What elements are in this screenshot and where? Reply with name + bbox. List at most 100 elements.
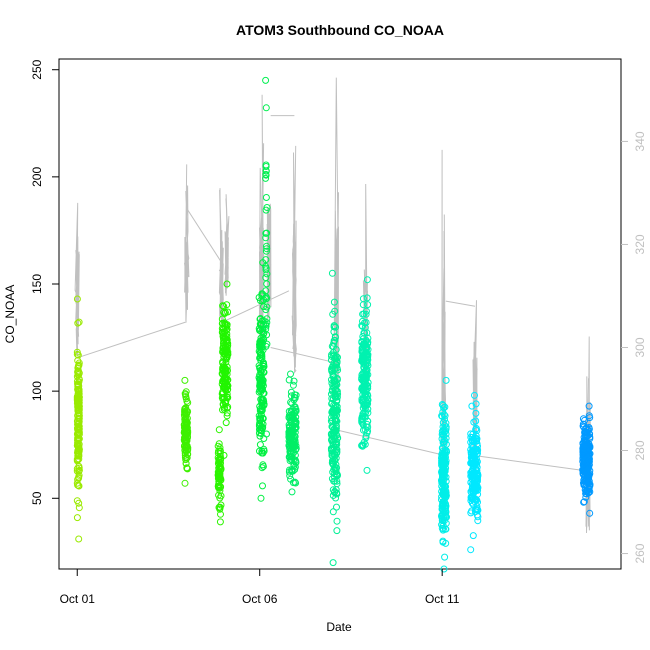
data-point	[220, 451, 228, 459]
data-point	[438, 505, 446, 513]
data-point	[75, 428, 82, 436]
data-point	[216, 447, 224, 455]
data-point	[75, 412, 83, 420]
data-point	[331, 450, 339, 458]
data-point	[441, 437, 449, 445]
data-point	[216, 475, 224, 483]
data-point	[362, 370, 370, 378]
point-cluster	[214, 426, 225, 526]
data-point	[75, 371, 83, 379]
data-point	[467, 546, 475, 554]
data-point	[74, 351, 82, 359]
data-point	[331, 307, 339, 315]
data-point	[585, 488, 593, 496]
data-point	[330, 298, 338, 306]
data-point	[75, 463, 83, 470]
data-point	[263, 315, 271, 323]
data-point	[74, 368, 82, 376]
y-tick-label: 100	[30, 381, 44, 401]
data-point	[363, 294, 371, 302]
data-point	[216, 518, 224, 526]
point-cluster	[467, 391, 482, 554]
data-point	[359, 421, 367, 429]
data-point	[181, 479, 189, 487]
y2-tick-label: 300	[633, 337, 647, 357]
data-point	[262, 295, 270, 303]
data-point	[217, 501, 225, 509]
data-point	[256, 349, 264, 356]
data-point	[474, 442, 481, 450]
data-point	[287, 370, 294, 378]
data-point	[74, 424, 81, 432]
data-point	[332, 494, 340, 502]
data-point	[473, 435, 481, 443]
data-point	[438, 479, 446, 487]
data-point	[586, 414, 594, 422]
data-point	[75, 440, 83, 448]
data-point	[472, 459, 480, 467]
data-point	[292, 413, 300, 421]
data-point	[579, 447, 587, 455]
data-point	[331, 488, 339, 495]
data-point	[439, 472, 446, 480]
data-point	[257, 334, 265, 342]
data-point	[579, 420, 587, 428]
data-point	[359, 295, 367, 303]
line-spike-cluster	[218, 188, 224, 325]
data-point	[288, 456, 296, 464]
data-point	[263, 204, 271, 211]
data-point	[257, 494, 265, 502]
data-point	[473, 427, 481, 435]
line-spike-cluster	[224, 194, 230, 296]
data-point	[74, 420, 81, 428]
data-point	[74, 456, 82, 464]
data-point	[223, 340, 231, 348]
data-point	[364, 392, 372, 400]
data-point	[439, 526, 447, 534]
data-point	[75, 504, 83, 512]
data-point	[215, 491, 223, 499]
data-point	[290, 435, 298, 443]
data-point	[262, 342, 270, 350]
data-point	[331, 333, 339, 341]
data-point	[442, 419, 450, 427]
data-point	[474, 447, 482, 455]
data-point	[581, 466, 589, 474]
data-point	[216, 484, 224, 492]
data-point	[359, 322, 366, 330]
data-point	[333, 517, 341, 525]
data-point	[580, 461, 588, 469]
point-cluster	[262, 76, 271, 438]
data-point	[329, 559, 337, 567]
data-point	[74, 447, 82, 455]
data-point	[263, 245, 271, 253]
data-point	[330, 429, 337, 437]
data-point	[438, 412, 446, 420]
data-point	[359, 410, 367, 418]
data-point	[181, 408, 189, 416]
data-point	[263, 280, 271, 288]
data-point	[181, 376, 189, 384]
data-point	[469, 499, 476, 507]
data-point	[288, 429, 296, 437]
line-connector	[77, 321, 187, 359]
data-point	[181, 406, 189, 414]
data-point	[288, 411, 296, 419]
data-point	[468, 402, 476, 410]
data-point	[360, 310, 368, 318]
data-point	[220, 378, 228, 386]
point-cluster	[255, 259, 268, 502]
point-cluster	[73, 295, 83, 543]
data-point	[359, 333, 367, 340]
data-point	[442, 513, 450, 521]
y2-tick-label: 320	[633, 234, 647, 254]
data-point	[441, 450, 448, 458]
data-point	[219, 302, 227, 310]
line-connector	[223, 290, 290, 323]
data-point	[224, 308, 232, 316]
data-point	[184, 465, 191, 473]
data-point	[184, 427, 192, 435]
data-point	[580, 423, 588, 431]
data-point	[74, 386, 82, 394]
data-point	[287, 388, 295, 396]
